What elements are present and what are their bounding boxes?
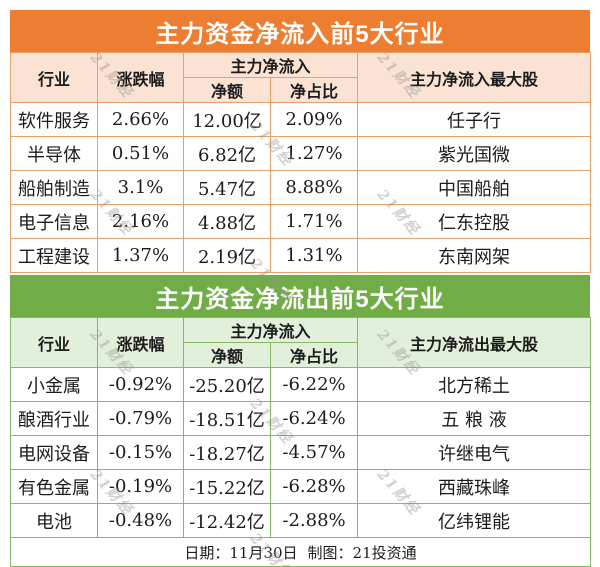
table-row: 电网设备 -0.15% -18.27亿 -4.57% 许继电气 [10, 435, 592, 470]
cell-net-ratio: 1.27% [269, 136, 359, 171]
cell-top-stock: 中国船舶 [357, 170, 592, 205]
cell-industry: 软件服务 [10, 102, 98, 137]
cell-net-amount: -18.51亿 [183, 401, 271, 436]
cell-change: 2.66% [97, 102, 184, 137]
inflow-table: 行业 涨跌幅 主力净流入 主力净流入最大股 净额 净占比 软件服务 2.66% … [10, 52, 592, 273]
table-row: 电子信息 2.16% 4.88亿 1.71% 仁东控股 [10, 204, 592, 239]
col-header-change: 涨跌幅 [97, 317, 184, 368]
table-row: 小金属 -0.92% -25.20亿 -6.22% 北方稀土 [10, 367, 592, 402]
cell-industry: 小金属 [10, 367, 98, 402]
cell-net-amount: 5.47亿 [183, 170, 271, 205]
cell-net-ratio: -6.28% [269, 469, 359, 504]
cell-change: 3.1% [97, 170, 184, 205]
cell-industry: 电网设备 [10, 435, 98, 470]
inflow-table-header: 行业 涨跌幅 主力净流入 主力净流入最大股 净额 净占比 [10, 52, 592, 103]
cell-net-ratio: -4.57% [269, 435, 359, 470]
cell-industry: 半导体 [10, 136, 98, 171]
table-row: 船舶制造 3.1% 5.47亿 8.88% 中国船舶 [10, 170, 592, 205]
col-header-net-amount: 净额 [183, 77, 271, 103]
cell-change: 0.51% [97, 136, 184, 171]
outflow-table-header: 行业 涨跌幅 主力净流入 主力净流出最大股 净额 净占比 [10, 317, 592, 368]
cell-top-stock: 亿纬锂能 [357, 503, 592, 538]
cell-industry: 电子信息 [10, 204, 98, 239]
cell-top-stock: 仁东控股 [357, 204, 592, 239]
cell-change: -0.48% [97, 503, 184, 538]
col-header-top-stock: 主力净流入最大股 [357, 52, 592, 103]
cell-change: -0.79% [97, 401, 184, 436]
cell-net-ratio: -6.24% [269, 401, 359, 436]
col-header-net-ratio: 净占比 [269, 77, 359, 103]
inflow-title: 主力资金净流入前5大行业 [10, 10, 590, 52]
inflow-section: 主力资金净流入前5大行业 行业 涨跌幅 主力净流入 主力净流入最大股 净额 净占… [10, 10, 592, 273]
col-header-industry: 行业 [10, 52, 98, 103]
col-header-top-stock: 主力净流出最大股 [357, 317, 592, 368]
col-header-net-ratio: 净占比 [269, 342, 359, 368]
cell-industry: 工程建设 [10, 238, 98, 273]
footer-row: 日期：11月30日 制图：21投资通 [9, 537, 592, 567]
cell-net-amount: -18.27亿 [183, 435, 271, 470]
cell-change: -0.19% [97, 469, 184, 504]
table-row: 酿酒行业 -0.79% -18.51亿 -6.24% 五 粮 液 [10, 401, 592, 436]
col-header-industry: 行业 [10, 317, 98, 368]
outflow-section: 主力资金净流出前5大行业 行业 涨跌幅 主力净流入 主力净流出最大股 净额 净占… [9, 275, 592, 567]
cell-industry: 电池 [10, 503, 98, 538]
cell-net-amount: -12.42亿 [183, 503, 271, 538]
cell-top-stock: 北方稀土 [357, 367, 592, 402]
col-header-net-amount: 净额 [183, 342, 271, 368]
cell-net-amount: -15.22亿 [183, 469, 271, 504]
cell-net-amount: 4.88亿 [183, 204, 271, 239]
footer-credit: 制图：21投资通 [307, 543, 417, 562]
table-row: 电池 -0.48% -12.42亿 -2.88% 亿纬锂能 [10, 503, 592, 538]
cell-top-stock: 紫光国微 [357, 136, 592, 171]
table-row: 半导体 0.51% 6.82亿 1.27% 紫光国微 [10, 136, 592, 171]
cell-industry: 酿酒行业 [10, 401, 98, 436]
cell-change: -0.92% [97, 367, 184, 402]
cell-net-ratio: 2.09% [269, 102, 359, 137]
footer-date: 日期：11月30日 [184, 543, 298, 562]
table-row: 工程建设 1.37% 2.19亿 1.31% 东南网架 [10, 238, 592, 273]
col-header-change: 涨跌幅 [97, 52, 184, 103]
cell-top-stock: 西藏珠峰 [357, 469, 592, 504]
cell-change: 2.16% [97, 204, 184, 239]
outflow-table: 行业 涨跌幅 主力净流入 主力净流出最大股 净额 净占比 小金属 -0.92% … [9, 317, 592, 567]
cell-net-amount: 6.82亿 [183, 136, 271, 171]
cell-net-ratio: 1.71% [269, 204, 359, 239]
source-footer: 日期：11月30日 制图：21投资通 [9, 537, 592, 567]
cell-net-ratio: -6.22% [269, 367, 359, 402]
cell-change: 1.37% [97, 238, 184, 273]
cell-industry: 有色金属 [10, 469, 98, 504]
cell-top-stock: 东南网架 [357, 238, 592, 273]
cell-top-stock: 五 粮 液 [357, 401, 592, 436]
cell-net-amount: 2.19亿 [183, 238, 271, 273]
col-group-net-inflow: 主力净流入 [182, 52, 359, 78]
cell-net-amount: 12.00亿 [183, 102, 271, 137]
cell-industry: 船舶制造 [10, 170, 98, 205]
cell-net-ratio: 8.88% [269, 170, 359, 205]
outflow-title: 主力资金净流出前5大行业 [10, 275, 590, 317]
table-row: 软件服务 2.66% 12.00亿 2.09% 任子行 [10, 102, 592, 137]
table-row: 有色金属 -0.19% -15.22亿 -6.28% 西藏珠峰 [10, 469, 592, 504]
cell-top-stock: 任子行 [357, 102, 592, 137]
cell-change: -0.15% [97, 435, 184, 470]
cell-net-ratio: -2.88% [269, 503, 359, 538]
cell-top-stock: 许继电气 [357, 435, 592, 470]
col-group-net-inflow: 主力净流入 [182, 317, 359, 343]
cell-net-amount: -25.20亿 [183, 367, 271, 402]
cell-net-ratio: 1.31% [269, 238, 359, 273]
